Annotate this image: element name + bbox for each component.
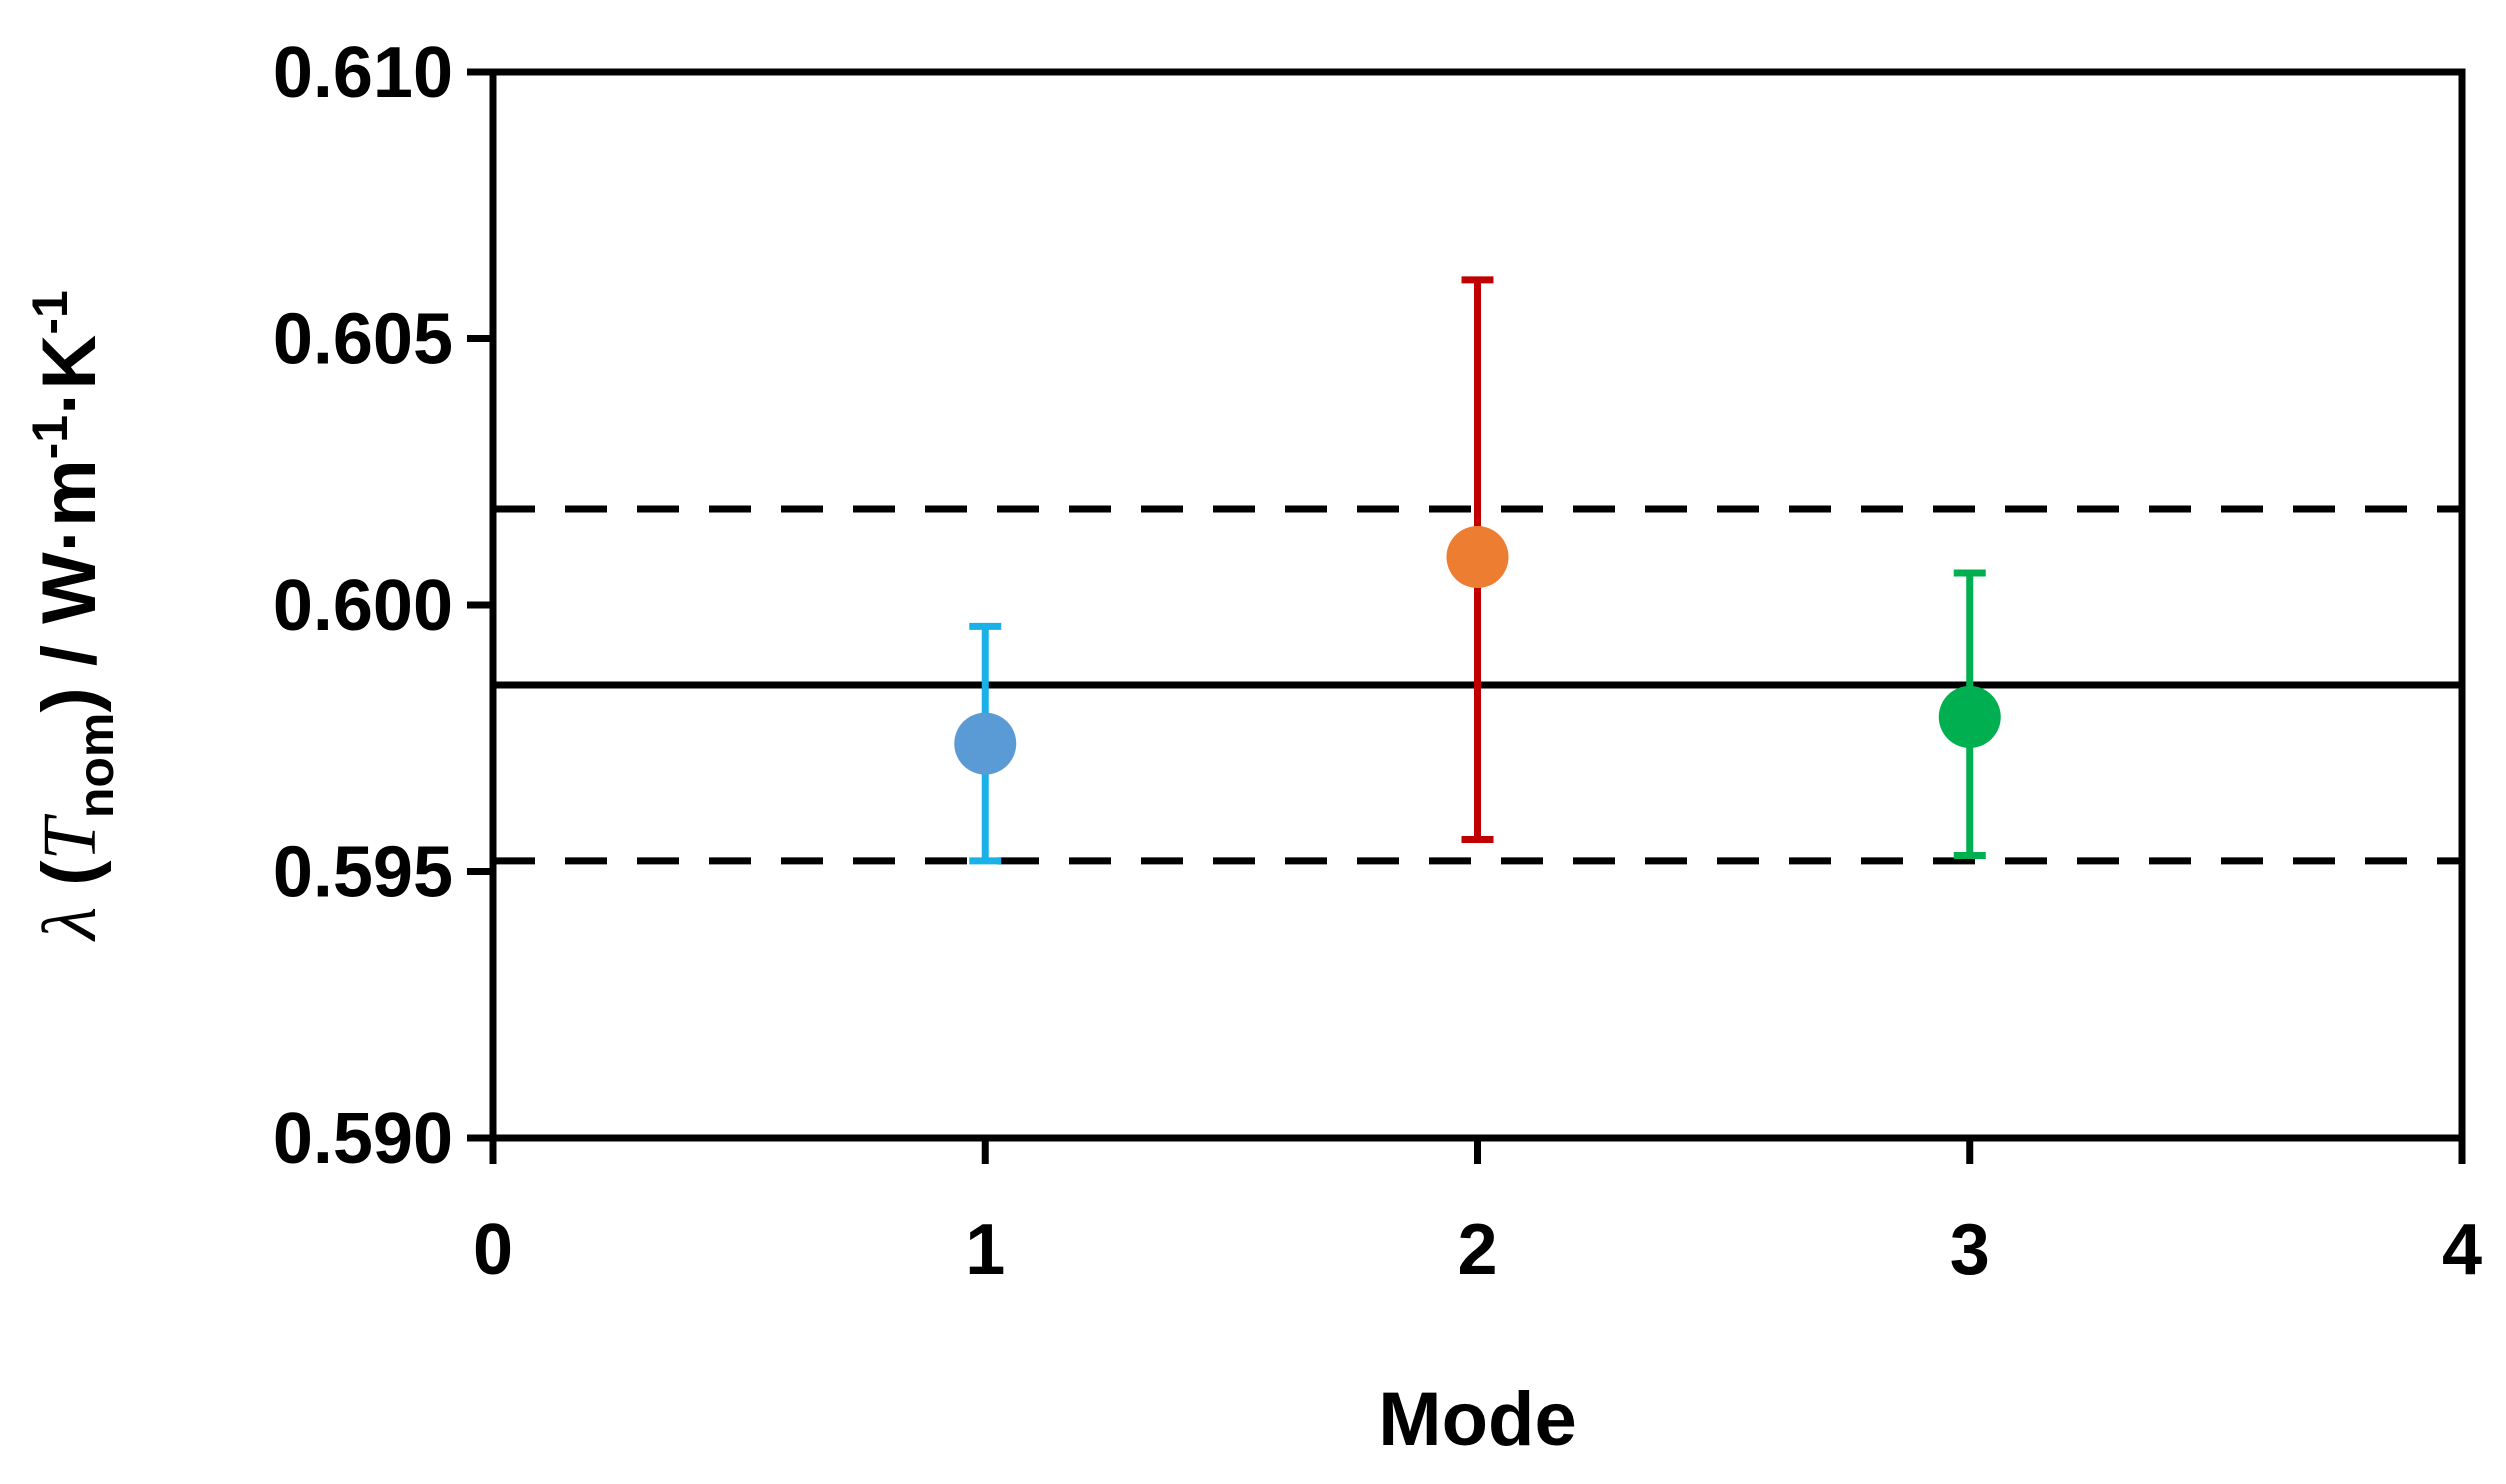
y-tick-label: 0.600 [273,566,453,646]
y-axis-title-sub: nom [68,713,124,819]
x-axis-title: Mode [1378,1377,1576,1462]
x-tick-label: 4 [2442,1210,2482,1290]
x-tick-label: 0 [473,1210,513,1290]
x-tick-label: 3 [1950,1210,1990,1290]
y-axis-title-symbol: λ [28,907,112,942]
data-point-mode-1 [954,712,1017,775]
y-axis-title-exp-a: -1 [22,415,78,459]
y-axis-title-close: ) [27,687,112,712]
x-tick-label: 2 [1457,1210,1497,1290]
y-axis-title-var: T [28,813,112,860]
y-tick-label: 0.590 [273,1099,453,1179]
y-tick-label: 0.610 [273,33,453,113]
y-axis-title: λ (Tnom) / W·m-1·K-1 [22,290,124,942]
y-tick-label: 0.605 [273,300,453,380]
x-axis: 0 1 2 3 4 [473,1138,2482,1290]
data-point-mode-2 [1446,526,1509,589]
x-tick-label: 1 [965,1210,1005,1290]
y-tick-label: 0.595 [273,833,453,913]
y-axis-title-exp-b: -1 [22,290,78,334]
y-axis-title-open: ( [27,860,112,907]
y-axis-title-unit-b: ·K [27,335,112,415]
data-points [954,526,2001,775]
data-point-mode-3 [1938,685,2001,748]
y-axis: 0.590 0.595 0.600 0.605 0.610 [273,33,493,1179]
y-axis-title-unit-a: / W·m [27,459,112,687]
